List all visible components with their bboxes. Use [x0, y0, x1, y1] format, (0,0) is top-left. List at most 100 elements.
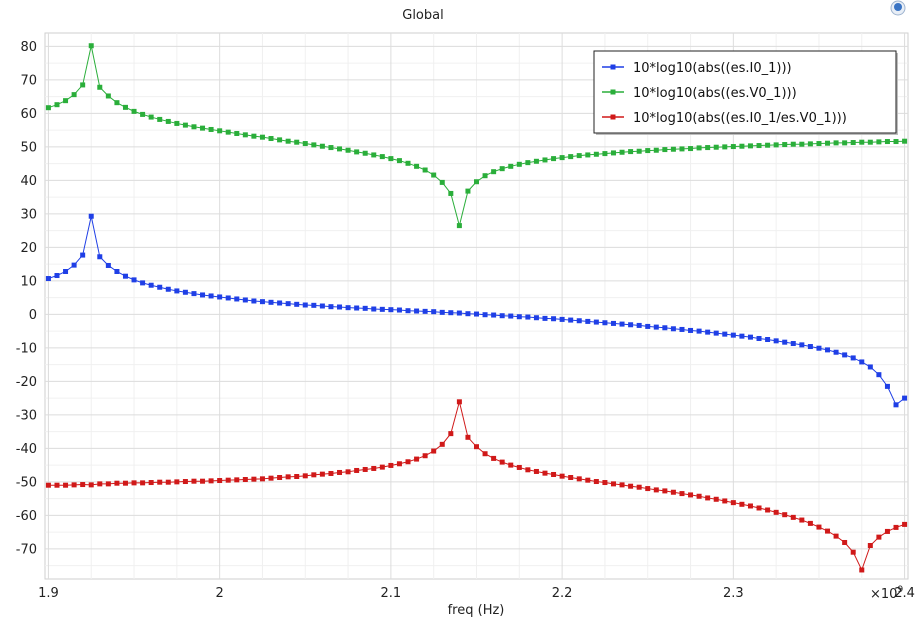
data-point [782, 339, 788, 345]
data-point [354, 305, 360, 311]
data-point [54, 273, 60, 279]
data-point [542, 315, 548, 321]
data-point [396, 461, 402, 467]
legend: 10*log10(abs((es.I0_1))) 10*log10(abs((es… [593, 50, 898, 135]
data-point [97, 481, 103, 487]
info-icon[interactable] [890, 0, 906, 16]
data-point [345, 305, 351, 311]
data-point [379, 154, 385, 160]
data-point [140, 480, 146, 486]
data-point [542, 157, 548, 163]
data-point [114, 100, 120, 106]
x-axis-multiplier-base: ×10 [870, 587, 897, 602]
data-point [328, 304, 334, 310]
data-point [499, 166, 505, 172]
data-point [790, 341, 796, 347]
x-tick-label: 2.2 [552, 586, 573, 601]
data-point [225, 129, 231, 135]
x-tick-label: 2 [216, 586, 224, 601]
data-point [319, 143, 325, 149]
data-point [319, 303, 325, 309]
series-layer [45, 43, 908, 573]
legend-swatch-marker [610, 89, 616, 95]
data-point [414, 308, 420, 314]
data-point [516, 161, 522, 167]
data-point [610, 481, 616, 487]
data-point [670, 326, 676, 332]
data-point [277, 137, 283, 143]
data-point [859, 359, 865, 365]
data-point [602, 151, 608, 157]
data-point [525, 467, 531, 473]
data-point [448, 190, 454, 196]
data-point [465, 434, 471, 440]
y-tick-label: 50 [20, 140, 37, 155]
data-point [371, 465, 377, 471]
data-point [559, 473, 565, 479]
data-point [679, 491, 685, 497]
data-point [593, 151, 599, 157]
data-point [859, 139, 865, 145]
data-point [225, 477, 231, 483]
data-point [559, 316, 565, 322]
data-point [388, 307, 394, 313]
data-point [388, 156, 394, 162]
data-point [362, 305, 368, 311]
data-point [551, 471, 557, 477]
legend-item: 10*log10(abs((es.I0_1))) [602, 61, 792, 76]
data-point [756, 505, 762, 511]
data-point [431, 172, 437, 178]
data-point [165, 286, 171, 292]
data-point [902, 395, 908, 401]
data-point [362, 466, 368, 472]
data-point [140, 280, 146, 286]
series-2 [45, 43, 908, 229]
data-point [225, 295, 231, 301]
y-tick-label: -20 [16, 375, 37, 390]
data-point [242, 297, 248, 303]
data-point [157, 116, 163, 122]
data-point [140, 111, 146, 117]
data-point [499, 313, 505, 319]
data-point [251, 133, 257, 139]
data-point [876, 372, 882, 378]
data-point [439, 309, 445, 315]
data-point [63, 269, 69, 274]
y-tick-label: -60 [16, 509, 37, 524]
y-tick-label: -40 [16, 442, 37, 457]
data-point [508, 462, 514, 468]
data-point [585, 318, 591, 324]
data-point [533, 468, 539, 474]
data-point [628, 149, 634, 155]
data-point [756, 335, 762, 341]
data-point [679, 326, 685, 332]
data-point [825, 528, 831, 534]
data-point [88, 213, 94, 219]
data-point [337, 146, 343, 152]
legend-item: 10*log10(abs((es.I0_1/es.V0_1))) [602, 111, 847, 126]
data-point [268, 475, 274, 481]
data-point [371, 152, 377, 158]
x-axis-title: freq (Hz) [448, 603, 505, 618]
data-point [448, 431, 454, 437]
data-point [294, 474, 300, 479]
data-point [277, 475, 283, 480]
data-point [414, 163, 420, 169]
legend-label: 10*log10(abs((es.V0_1))) [633, 86, 797, 101]
data-point [653, 324, 659, 330]
data-point [63, 98, 69, 104]
data-point [585, 152, 591, 158]
data-point [662, 325, 668, 331]
data-point [842, 140, 848, 146]
data-point [593, 319, 599, 325]
data-point [208, 126, 214, 132]
data-point [259, 476, 265, 482]
data-point [311, 472, 317, 478]
data-point [773, 142, 779, 148]
data-point [422, 167, 428, 173]
data-point [259, 299, 265, 305]
data-point [294, 139, 300, 145]
data-point [234, 477, 240, 483]
axes: 1.9 2 2.1 2.2 2.3 2.4 80 70 60 50 40 30 20 10 0 -10 -20 -… [16, 40, 915, 601]
data-point [165, 479, 171, 485]
